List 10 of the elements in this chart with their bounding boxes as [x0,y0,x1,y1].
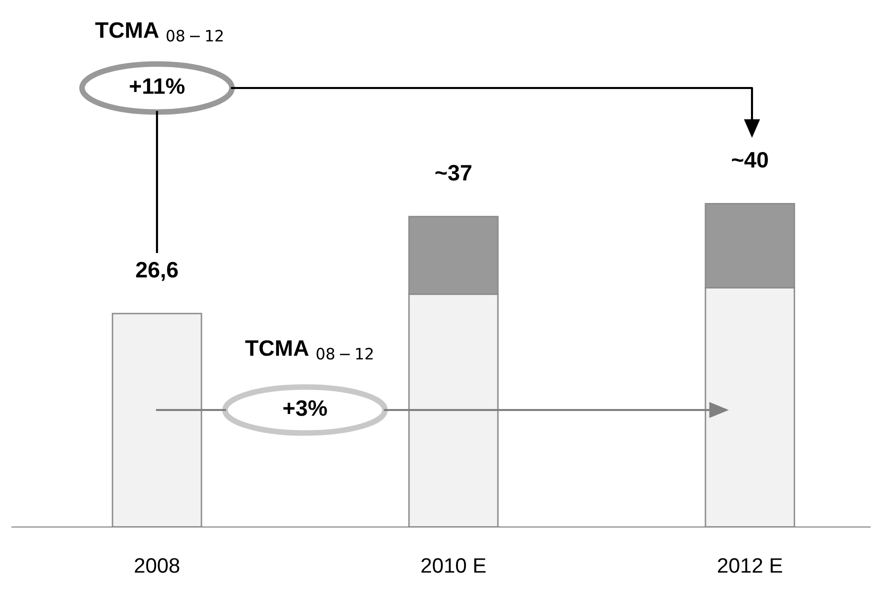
annotation: TCMA $_{08−12}$ [245,340,373,360]
x-tick-label: 2012 E [718,558,782,573]
annotation: ~37 [435,164,472,181]
annotation: 26,6 [136,262,178,281]
text: +11% [130,78,185,94]
x-tick-label: 2010 E [421,558,486,573]
annotation: ~40 [732,152,768,168]
annotation: +3% [283,400,327,416]
text: TCMA $_{08−12}$ [95,22,223,42]
x-tick-label: 2008 [134,558,180,573]
